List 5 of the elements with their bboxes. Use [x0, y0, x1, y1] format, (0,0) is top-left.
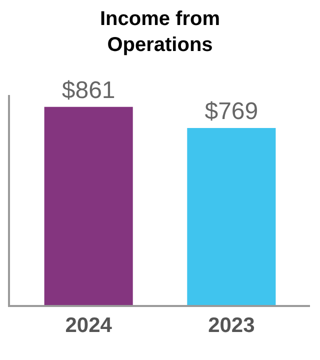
data-label: $861 [62, 76, 116, 104]
data-label: $769 [204, 98, 258, 126]
x-tick-label: 2023 [208, 314, 255, 338]
chart-title: Income from Operations [100, 8, 220, 56]
x-tick-label: 2024 [65, 314, 112, 338]
